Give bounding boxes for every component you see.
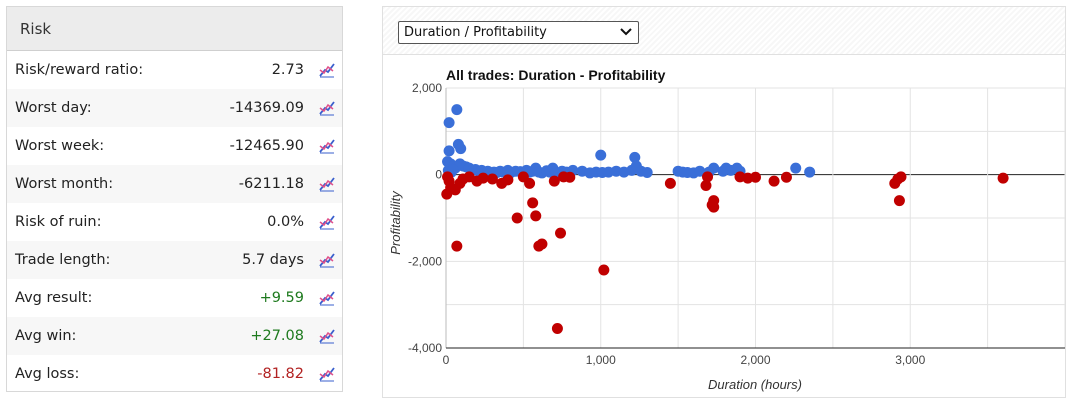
risk-stat-value: 2.73: [271, 62, 304, 78]
risk-stat-value: -14369.09: [229, 100, 304, 116]
risk-stat-label: Avg win:: [15, 328, 77, 344]
loss-point: [530, 210, 542, 222]
risk-stat-label: Worst week:: [15, 138, 105, 154]
win-point: [629, 151, 641, 163]
chart-trend-icon[interactable]: [312, 366, 342, 382]
loss-point: [551, 323, 563, 334]
risk-stat-label: Avg loss:: [15, 366, 80, 382]
chart-trend-icon[interactable]: [312, 290, 342, 306]
risk-stat-value: 0.0%: [267, 214, 304, 230]
chart-points: [441, 104, 1009, 334]
loss-point: [486, 173, 498, 185]
risk-stat-label: Avg result:: [15, 290, 93, 306]
risk-stat-row: Trade length: 5.7 days: [7, 241, 342, 279]
loss-point: [441, 188, 453, 200]
y-tick-label: 0: [435, 168, 442, 182]
risk-stats-list: Risk/reward ratio: 2.73 Worst day: -14369.0…: [7, 51, 342, 393]
risk-stat-value: +9.59: [259, 290, 304, 306]
risk-stat-value: 5.7 days: [242, 252, 304, 268]
chart-view-select-value: Duration / Profitability: [404, 25, 547, 40]
x-tick-label: 1,000: [586, 353, 616, 367]
loss-point: [527, 197, 539, 209]
win-point: [443, 117, 455, 129]
risk-stat-value: +27.08: [250, 328, 304, 344]
risk-stat-label: Trade length:: [15, 252, 111, 268]
loss-point: [555, 227, 567, 239]
risk-stat-row: Worst day: -14369.09: [7, 89, 342, 127]
loss-point: [664, 177, 676, 189]
risk-panel-title: Risk: [20, 19, 52, 38]
chart-trend-icon[interactable]: [312, 328, 342, 344]
loss-point: [598, 264, 610, 276]
risk-stat-value: -12465.90: [229, 138, 304, 154]
risk-stat-label: Worst month:: [15, 176, 114, 192]
risk-stat-label: Risk of ruin:: [15, 214, 102, 230]
loss-point: [564, 171, 576, 183]
risk-stat-row: Avg loss: -81.82: [7, 355, 342, 393]
chart-view-select[interactable]: Duration / Profitability: [398, 21, 639, 44]
win-point: [595, 149, 607, 161]
chart-trend-icon[interactable]: [312, 62, 342, 78]
risk-stat-row: Worst week: -12465.90: [7, 127, 342, 165]
chart-panel: Duration / Profitability 2,000 0 -2,000 -4,…: [382, 6, 1066, 398]
chart-trend-icon[interactable]: [312, 138, 342, 154]
x-axis-title: Duration (hours): [708, 377, 802, 392]
chevron-down-icon: [619, 25, 633, 43]
risk-panel-header: Risk: [7, 7, 342, 51]
risk-stat-row: Risk of ruin: 0.0%: [7, 203, 342, 241]
y-tick-label: -2,000: [408, 254, 442, 268]
chart-trend-icon[interactable]: [312, 214, 342, 230]
risk-stat-row: Avg result: +9.59: [7, 279, 342, 317]
risk-stat-row: Risk/reward ratio: 2.73: [7, 51, 342, 89]
chart-trend-icon[interactable]: [312, 176, 342, 192]
chart-trend-icon[interactable]: [312, 100, 342, 116]
win-point: [455, 143, 467, 155]
win-point: [708, 162, 720, 174]
loss-point: [768, 175, 780, 187]
risk-stat-row: Worst month: -6211.18: [7, 165, 342, 203]
loss-point: [502, 174, 514, 186]
risk-stat-value: -81.82: [257, 366, 304, 382]
y-tick-label: 2,000: [412, 81, 442, 95]
loss-point: [708, 201, 720, 213]
y-tick-label: -4,000: [408, 341, 442, 355]
loss-point: [536, 238, 548, 250]
loss-point: [451, 240, 463, 252]
loss-point: [524, 177, 536, 189]
loss-point: [893, 195, 905, 207]
win-point: [641, 167, 653, 178]
x-tick-label: 3,000: [895, 353, 925, 367]
x-tick-label: 2,000: [740, 353, 770, 367]
win-point: [451, 104, 463, 116]
win-point: [694, 165, 706, 177]
loss-point: [997, 172, 1009, 184]
risk-stat-label: Risk/reward ratio:: [15, 62, 144, 78]
loss-point: [895, 171, 907, 183]
loss-point: [548, 175, 560, 187]
risk-stat-row: Avg win: +27.08: [7, 317, 342, 355]
win-point: [804, 166, 816, 178]
loss-point: [702, 171, 714, 183]
loss-point: [477, 172, 489, 184]
x-tick-label: 0: [443, 353, 450, 367]
win-point: [443, 145, 455, 157]
chart-title: All trades: Duration - Profitability: [446, 67, 666, 83]
win-point: [790, 162, 802, 174]
loss-point: [511, 212, 523, 224]
risk-stat-value: -6211.18: [238, 176, 304, 192]
risk-stat-label: Worst day:: [15, 100, 92, 116]
loss-point: [780, 171, 792, 183]
loss-point: [700, 180, 712, 191]
risk-panel: Risk Risk/reward ratio: 2.73 Worst day: -14…: [6, 6, 343, 392]
loss-point: [750, 171, 761, 183]
y-axis-title: Profitability: [388, 190, 403, 255]
chart-trend-icon[interactable]: [312, 252, 342, 268]
